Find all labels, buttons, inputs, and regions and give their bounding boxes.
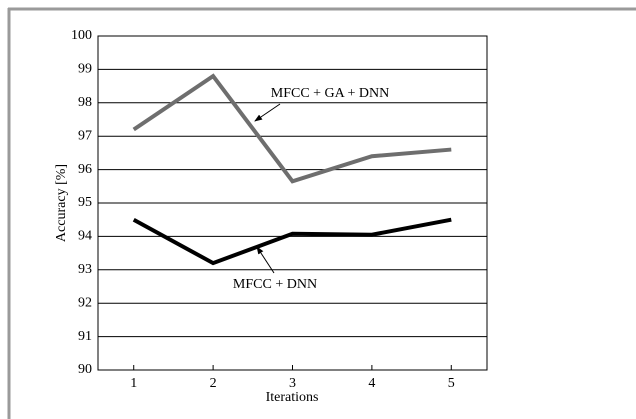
x-tick-label: 3 [289, 376, 296, 391]
x-tick-label: 2 [210, 376, 217, 391]
annotation-arrow [254, 103, 281, 122]
y-tick-label: 91 [78, 329, 92, 344]
x-tick-label: 5 [448, 376, 455, 391]
y-tick-label: 94 [78, 229, 92, 244]
x-axis-label: Iterations [266, 390, 319, 405]
y-axis-label: Accuracy [%] [54, 164, 69, 242]
y-tick-label: 99 [78, 62, 92, 77]
y-tick-label: 100 [71, 28, 92, 43]
y-tick-label: 97 [78, 128, 92, 143]
y-tick-label: 96 [78, 162, 92, 177]
y-tick-label: 92 [78, 295, 92, 310]
x-tick-label: 1 [130, 376, 137, 391]
series-line [132, 217, 452, 266]
y-tick-label: 93 [78, 262, 92, 277]
y-tick-label: 95 [78, 195, 92, 210]
series-label: MFCC + DNN [233, 277, 317, 292]
y-tick-label: 98 [78, 95, 92, 110]
annotation-arrow [256, 246, 275, 274]
plot-frame [97, 35, 488, 371]
series-line [132, 73, 452, 184]
y-tick-label: 90 [78, 362, 92, 377]
series-label: MFCC + GA + DNN [271, 86, 389, 101]
x-tick-label: 4 [368, 376, 375, 391]
